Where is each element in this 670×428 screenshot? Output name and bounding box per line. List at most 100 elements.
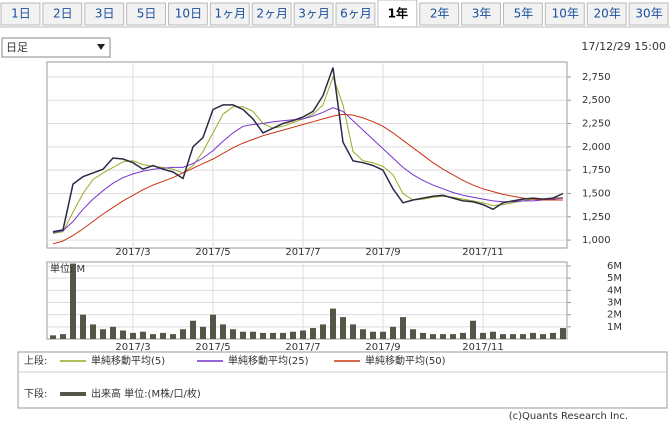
volume-bar — [210, 314, 216, 339]
tab[interactable] — [126, 2, 166, 26]
volume-bar — [240, 331, 246, 339]
period-dropdown[interactable] — [1, 37, 111, 58]
volume-bar — [130, 332, 136, 339]
y-tick-label: 6M — [607, 261, 622, 272]
legend-label: 出来高 単位:(M株/口/枚) — [91, 387, 201, 400]
volume-bar — [80, 314, 86, 339]
y-tick-label: 2,500 — [582, 95, 611, 106]
tab[interactable] — [419, 2, 460, 26]
timestamp: 17/12/29 15:00 — [581, 40, 666, 53]
tab-label[interactable]: 1ヶ月 — [214, 7, 246, 21]
volume-bar — [390, 326, 396, 339]
x-tick-label: 2017/3 — [115, 247, 150, 258]
volume-bar — [420, 332, 426, 339]
tab[interactable] — [377, 0, 418, 28]
volume-bar — [460, 332, 466, 339]
tab-label[interactable]: 1日 — [11, 7, 31, 21]
volume-bar — [180, 329, 186, 339]
volume-bar — [140, 331, 146, 339]
volume-bar — [270, 332, 276, 339]
legend-label: 単純移動平均(50) — [365, 354, 446, 367]
tab-label[interactable]: 10年 — [552, 7, 579, 21]
unit-label: 単位: M — [50, 262, 85, 275]
y-tick-label: 1,500 — [582, 188, 611, 199]
tab[interactable] — [503, 2, 543, 26]
volume-bar — [450, 334, 456, 339]
tab-label[interactable]: 6ヶ月 — [340, 7, 372, 21]
tab[interactable] — [251, 2, 292, 26]
legend-title: 上段: — [24, 354, 47, 367]
volume-bar — [170, 334, 176, 339]
y-tick-label: 2,250 — [582, 119, 611, 130]
volume-bar — [90, 324, 96, 339]
volume-bar — [70, 263, 76, 339]
volume-bar — [150, 334, 156, 339]
tab-label[interactable]: 1年 — [388, 6, 408, 21]
tab[interactable] — [84, 2, 125, 26]
tab-label[interactable]: 20年 — [594, 7, 621, 21]
volume-bar — [410, 329, 416, 339]
volume-bar — [320, 324, 326, 339]
volume-bar — [380, 331, 386, 339]
tab-label[interactable]: 2日 — [53, 7, 73, 21]
tab-label[interactable]: 2ヶ月 — [256, 7, 288, 21]
volume-bar — [560, 328, 566, 339]
moving-average-line — [52, 113, 563, 245]
tab-label[interactable]: 3年 — [472, 7, 492, 21]
tab-label[interactable]: 10日 — [175, 7, 202, 21]
y-tick-label: 1,750 — [582, 165, 611, 176]
tab[interactable] — [209, 2, 250, 26]
volume-bar — [440, 334, 446, 339]
volume-bar — [280, 332, 286, 339]
y-tick-label: 2M — [607, 310, 622, 321]
tab[interactable] — [42, 2, 83, 26]
footer: (c)Quants Research Inc. — [509, 411, 628, 422]
x-tick-label: 2017/5 — [195, 342, 230, 353]
volume-bar — [230, 329, 236, 339]
moving-average-line — [52, 75, 564, 234]
tab[interactable] — [461, 2, 501, 26]
tab-label[interactable]: 2年 — [430, 7, 450, 21]
volume-bar — [550, 332, 556, 339]
volume-bar — [220, 324, 226, 339]
tab-label[interactable]: 5年 — [514, 7, 534, 21]
volume-bar — [530, 332, 536, 339]
y-tick-label: 3M — [607, 298, 622, 309]
dropdown-arrow — [97, 44, 105, 50]
volume-bar — [160, 332, 166, 339]
legend-label: 単純移動平均(5) — [91, 354, 165, 367]
y-tick-label: 4M — [607, 285, 622, 296]
y-tick-label: 2,750 — [582, 72, 611, 83]
tab[interactable] — [293, 2, 334, 26]
x-tick-label: 2017/11 — [462, 247, 504, 258]
volume-bar — [370, 331, 376, 339]
tab[interactable] — [544, 2, 585, 26]
volume-bar — [290, 331, 296, 339]
legend-label: 単純移動平均(25) — [228, 354, 309, 367]
volume-bar — [350, 324, 356, 339]
tab[interactable] — [168, 2, 208, 26]
tab[interactable] — [335, 2, 376, 26]
volume-bar — [250, 331, 256, 339]
tab-label[interactable]: 30年 — [635, 7, 662, 21]
volume-bar — [480, 332, 486, 339]
x-tick-label: 2017/7 — [285, 342, 320, 353]
tab-label[interactable]: 3ヶ月 — [298, 7, 330, 21]
volume-bar — [260, 332, 266, 339]
volume-bar — [510, 334, 516, 339]
tab[interactable] — [0, 2, 41, 26]
period-select-label: 日足 — [6, 41, 28, 54]
volume-bar — [520, 334, 526, 339]
y-tick-label: 1M — [607, 322, 622, 333]
volume-bar — [500, 334, 506, 339]
tab-label[interactable]: 5日 — [137, 7, 157, 21]
tab[interactable] — [628, 2, 669, 26]
moving-average-line — [52, 107, 564, 234]
tab[interactable] — [586, 2, 627, 26]
volume-bar — [100, 329, 106, 339]
tab-label[interactable]: 3日 — [95, 7, 115, 21]
volume-bar — [430, 334, 436, 339]
price-line — [52, 67, 564, 233]
y-tick-label: 1,250 — [582, 212, 611, 223]
volume-bar — [540, 334, 546, 339]
